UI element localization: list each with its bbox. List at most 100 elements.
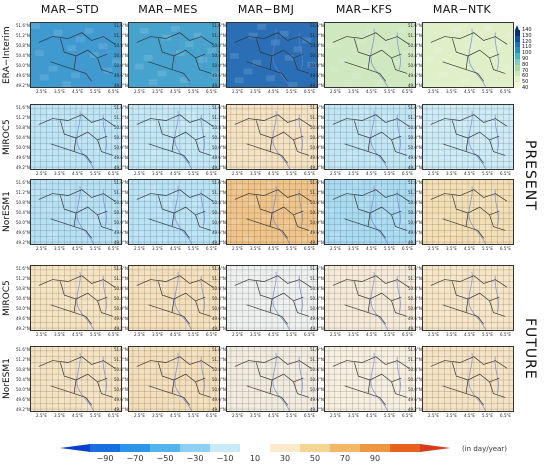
bottom-colorbar-segment [240,444,271,452]
longitude-tick-label: 2.5°E [36,89,47,94]
latitude-tick-label: 51.2°N [212,357,226,362]
latitude-tick-label: 49.6°N [212,73,226,78]
latitude-tick-label: 50.4°N [212,210,226,215]
latitude-tick-label: 50.4°N [408,135,422,140]
latitude-tick-label: 51.2°N [212,115,226,120]
bottom-colorbar-segment [90,444,121,452]
longitude-tick-label: 5.5°E [384,246,395,251]
latitude-tick-label: 49.6°N [408,73,422,78]
latitude-tick-label: 51.2°N [212,33,226,38]
latitude-tick-label: 50.8°N [408,125,422,130]
right-colorbar-segment [515,30,520,36]
longitude-tick-label: 3.5°E [348,89,359,94]
right-colorbar-tick: 140 [522,27,532,33]
latitude-tick-label: 50.0°N [310,306,324,311]
map-panel [226,22,318,88]
latitude-tick-label: 50.8°N [212,367,226,372]
longitude-tick-label: 6.5°E [206,171,217,176]
map-panel [226,179,318,245]
latitude-tick-label: 49.2°N [114,165,128,170]
longitude-tick-label: 3.5°E [446,332,457,337]
longitude-tick-label: 6.5°E [500,89,511,94]
longitude-tick-label: 3.5°E [446,171,457,176]
latitude-tick-label: 50.4°N [310,210,324,215]
longitude-tick-label: 4.5°E [268,332,279,337]
latitude-tick-label: 50.0°N [408,387,422,392]
latitude-tick-label: 49.2°N [212,407,226,412]
latitude-tick-label: 51.2°N [16,190,30,195]
longitude-tick-label: 6.5°E [108,171,119,176]
longitude-tick-label: 5.5°E [286,246,297,251]
longitude-tick-label: 3.5°E [348,246,359,251]
latitude-tick-label: 49.2°N [212,165,226,170]
colorbar-unit-label: (in day/year) [462,445,507,453]
latitude-tick-label: 49.6°N [16,397,30,402]
longitude-tick-label: 4.5°E [72,413,83,418]
longitude-tick-label: 4.5°E [170,89,181,94]
section-label-present: PRESENT [522,140,538,211]
right-colorbar-tick: 50 [522,79,529,86]
longitude-tick-label: 2.5°E [330,413,341,418]
longitude-tick-label: 5.5°E [90,413,101,418]
longitude-tick-label: 6.5°E [108,246,119,251]
longitude-tick-label: 3.5°E [54,413,65,418]
latitude-tick-label: 50.4°N [16,296,30,301]
latitude-tick-label: 49.6°N [408,316,422,321]
longitude-tick-label: 3.5°E [54,89,65,94]
map-panel [128,22,220,88]
latitude-tick-label: 49.6°N [310,230,324,235]
latitude-tick-label: 50.8°N [16,43,30,48]
longitude-tick-label: 5.5°E [188,89,199,94]
longitude-tick-label: 5.5°E [286,413,297,418]
latitude-tick-label: 50.0°N [408,306,422,311]
latitude-tick-label: 49.6°N [114,230,128,235]
longitude-tick-label: 3.5°E [152,413,163,418]
map-panel [226,265,318,331]
latitude-tick-label: 50.4°N [114,53,128,58]
longitude-tick-label: 4.5°E [72,246,83,251]
longitude-tick-label: 2.5°E [134,89,145,94]
latitude-tick-label: 50.8°N [16,286,30,291]
longitude-tick-label: 4.5°E [464,413,475,418]
longitude-tick-label: 2.5°E [232,332,243,337]
latitude-tick-label: 50.4°N [212,53,226,58]
bottom-colorbar-tick: −70 [126,454,144,463]
map-panel [422,179,514,245]
longitude-tick-label: 6.5°E [402,332,413,337]
right-colorbar-segment [515,53,520,59]
latitude-tick-label: 50.0°N [408,63,422,68]
longitude-tick-label: 5.5°E [90,171,101,176]
latitude-tick-label: 50.0°N [114,306,128,311]
longitude-tick-label: 6.5°E [500,246,511,251]
longitude-tick-label: 2.5°E [134,171,145,176]
column-header-mar-ntk: MAR−NTK [432,3,492,16]
longitude-tick-label: 4.5°E [366,332,377,337]
longitude-tick-label: 6.5°E [108,332,119,337]
latitude-tick-label: 51.6°N [16,266,30,271]
map-panel [324,179,416,245]
latitude-tick-label: 50.0°N [212,306,226,311]
right-colorbar-tick: 100 [522,50,532,57]
latitude-tick-label: 50.8°N [212,43,226,48]
latitude-tick-label: 50.8°N [408,200,422,205]
latitude-tick-label: 50.4°N [310,377,324,382]
longitude-tick-label: 4.5°E [268,413,279,418]
longitude-tick-label: 6.5°E [402,171,413,176]
longitude-tick-label: 6.5°E [108,413,119,418]
longitude-tick-label: 6.5°E [206,332,217,337]
latitude-tick-label: 49.2°N [114,407,128,412]
latitude-tick-label: 50.0°N [16,387,30,392]
latitude-tick-label: 49.2°N [16,83,30,88]
longitude-tick-label: 5.5°E [90,246,101,251]
longitude-tick-label: 2.5°E [36,171,47,176]
longitude-tick-label: 4.5°E [464,171,475,176]
latitude-tick-label: 50.4°N [114,135,128,140]
longitude-tick-label: 3.5°E [348,332,359,337]
latitude-tick-label: 50.8°N [310,43,324,48]
longitude-tick-label: 4.5°E [366,89,377,94]
latitude-tick-label: 51.2°N [114,190,128,195]
longitude-tick-label: 6.5°E [500,171,511,176]
latitude-tick-label: 51.6°N [408,266,422,271]
latitude-tick-label: 51.6°N [310,266,324,271]
latitude-tick-label: 50.0°N [310,63,324,68]
